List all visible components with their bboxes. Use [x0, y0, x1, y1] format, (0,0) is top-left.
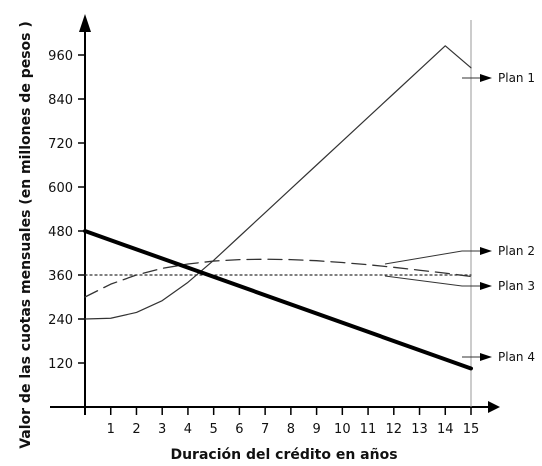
axes	[50, 14, 500, 415]
x-ticks: 1 2 3 4 5 6 7 8 9 10 11 12 13 14 15	[107, 407, 480, 437]
y-axis-arrow	[79, 14, 91, 32]
series-line-2	[84, 258, 472, 298]
legend-arrow	[480, 74, 492, 82]
legend-item-4: Plan 4	[462, 350, 535, 364]
legend-arrow	[480, 353, 492, 361]
y-axis-title: Valor de las cuotas mensuales (en millon…	[18, 21, 34, 449]
x-tick-label: 4	[184, 422, 192, 437]
legend-leader-line	[384, 250, 480, 265]
legend-item-3: Plan 3	[384, 275, 535, 293]
y-tick-label: 120	[48, 357, 73, 372]
legend-arrow	[480, 247, 492, 255]
y-ticks: 120 240 360 480 600 720 840 960	[48, 49, 85, 372]
legend: Plan 1 Plan 2 Plan 3 Plan 4	[384, 71, 535, 364]
x-tick-label: 8	[287, 422, 295, 437]
series-line-1	[84, 45, 472, 320]
x-tick-label: 14	[437, 422, 454, 437]
x-tick-label: 7	[261, 422, 269, 437]
series-line-4	[83, 229, 473, 371]
y-tick-label: 480	[48, 225, 73, 240]
x-tick-label: 6	[235, 422, 243, 437]
y-tick-label: 960	[48, 49, 73, 64]
x-axis-title: Duración del crédito en años	[170, 447, 397, 463]
legend-label: Plan 2	[498, 244, 535, 258]
x-tick-label: 5	[210, 422, 218, 437]
y-tick-label: 240	[48, 313, 73, 328]
x-tick-label: 3	[158, 422, 166, 437]
legend-arrow	[480, 282, 492, 290]
legend-item-1: Plan 1	[462, 71, 535, 85]
series-lines	[83, 45, 473, 371]
x-axis-arrow	[488, 401, 500, 413]
legend-label: Plan 1	[498, 71, 535, 85]
x-tick-label: 10	[334, 422, 351, 437]
legend-label: Plan 3	[498, 279, 535, 293]
legend-item-2: Plan 2	[384, 244, 535, 265]
x-tick-label: 12	[386, 422, 403, 437]
y-tick-label: 360	[48, 269, 73, 284]
y-tick-label: 600	[48, 181, 73, 196]
y-tick-label: 840	[48, 93, 73, 108]
legend-label: Plan 4	[498, 350, 535, 364]
legend-leader-line	[384, 275, 480, 287]
x-tick-label: 15	[463, 422, 480, 437]
x-tick-label: 11	[360, 422, 377, 437]
x-tick-label: 9	[312, 422, 320, 437]
x-tick-label: 2	[132, 422, 140, 437]
x-tick-label: 13	[411, 422, 428, 437]
y-tick-label: 720	[48, 137, 73, 152]
x-tick-label: 1	[107, 422, 115, 437]
